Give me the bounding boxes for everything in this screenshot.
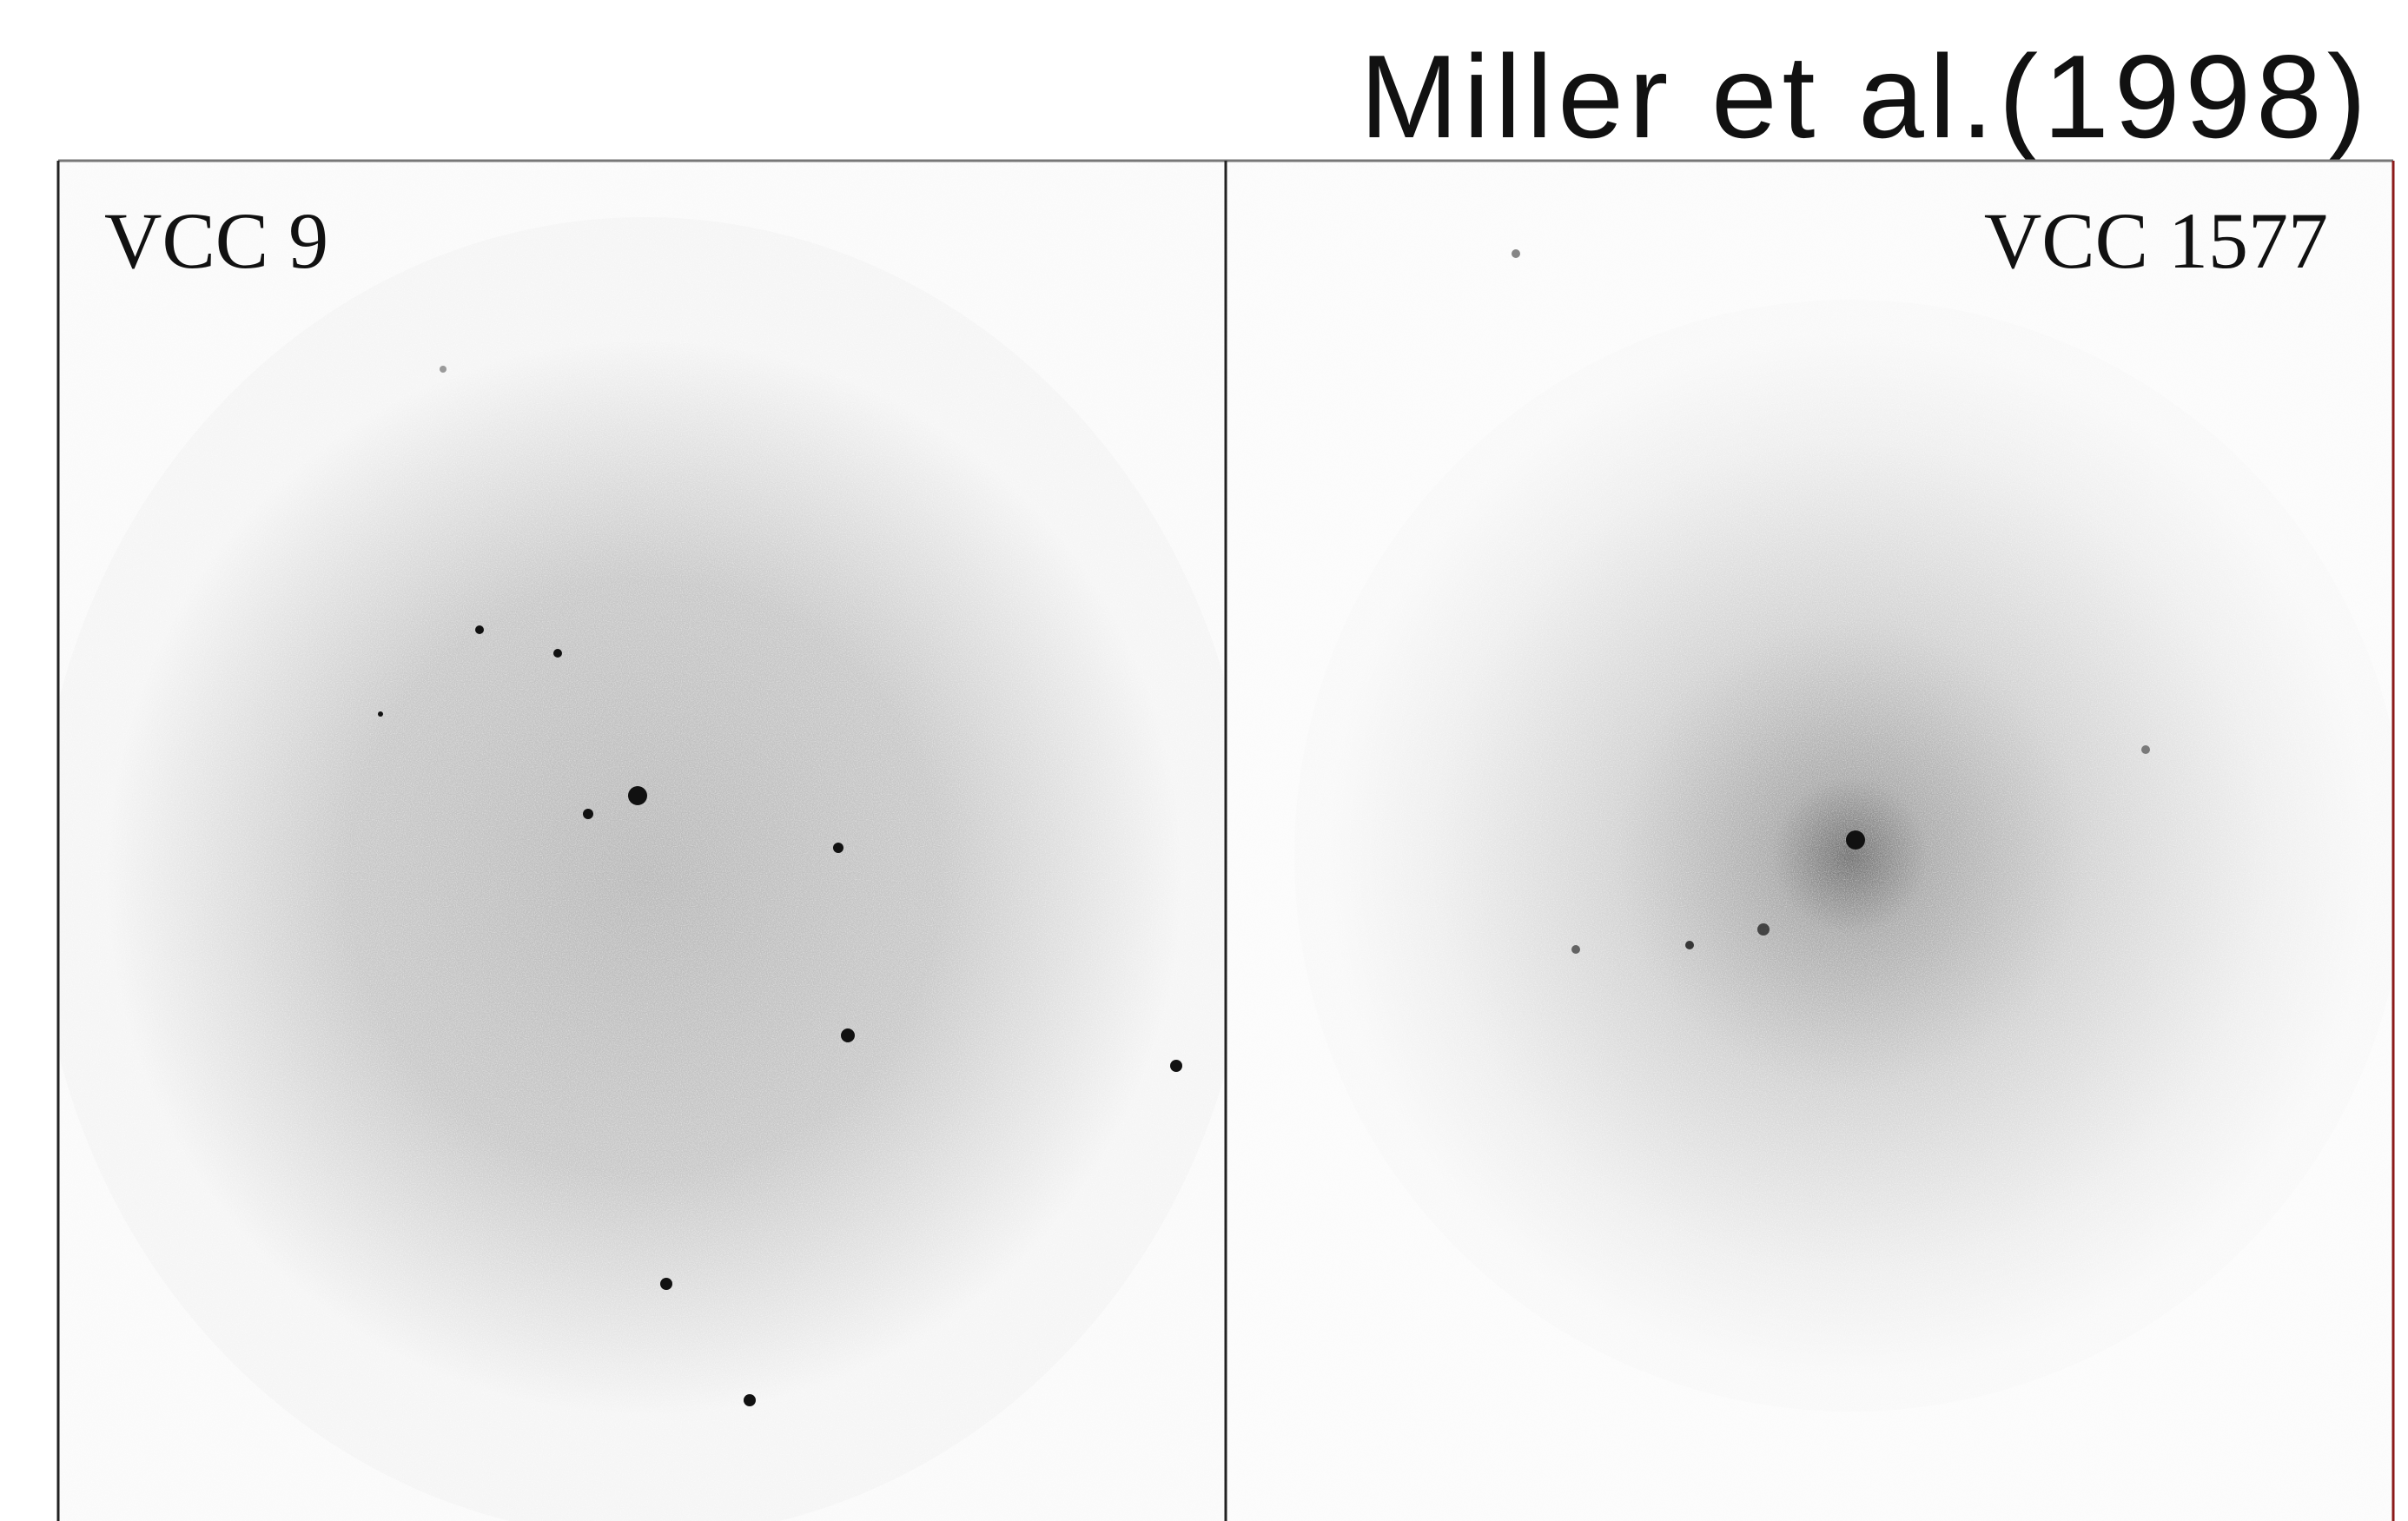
panel-label: VCC 1577: [1984, 196, 2328, 285]
galaxy-image: [1227, 162, 2406, 1521]
galaxy-image: [36, 162, 1253, 1521]
figure: Miller et al.(1998) VCC 9 VCC 1577: [0, 0, 2408, 1521]
page: Miller et al.(1998) VCC 9 VCC 1577 (() =: [0, 0, 2408, 1521]
panel-label: VCC 9: [104, 196, 328, 285]
figure-title: Miller et al.(1998): [1359, 30, 2372, 162]
